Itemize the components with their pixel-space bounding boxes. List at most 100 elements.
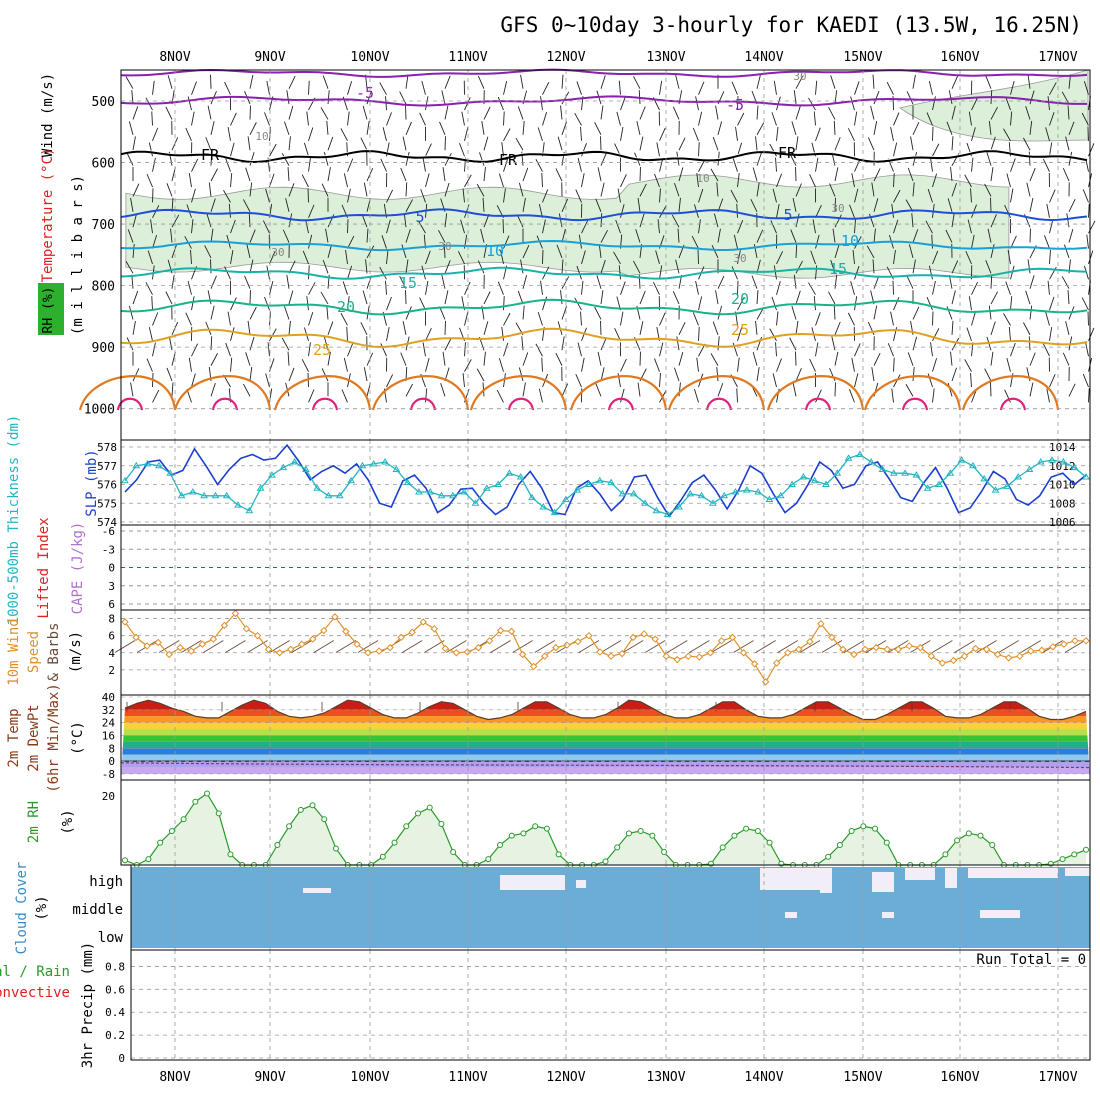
wind-barb (613, 251, 621, 265)
wind-barb (854, 158, 861, 172)
wind-barb (951, 260, 959, 274)
wind-speed-marker (750, 660, 759, 668)
wind-barb (560, 105, 563, 120)
rh-marker (520, 830, 527, 837)
wind-barb (854, 265, 860, 280)
rh-marker (532, 823, 539, 830)
wind-barb (210, 353, 218, 366)
wind-barb (737, 250, 741, 265)
wind-barb (990, 106, 998, 120)
wind-barb (698, 159, 706, 172)
rh-tick: 20 (102, 790, 115, 803)
y-label-cloud: Cloud Cover (14, 862, 30, 955)
wind-barb (464, 97, 471, 111)
y-label-lifted-index: Lifted Index (36, 517, 52, 618)
isotherm-30 (173, 375, 272, 411)
isotherm-25 (120, 327, 1088, 348)
wind-barb (990, 321, 996, 335)
wind-barb (834, 321, 841, 336)
wind-barb (932, 388, 935, 403)
wind-barb (480, 228, 485, 243)
wind-barb (1068, 383, 1076, 397)
y-label-thickness: 1000-500mb Thickness (dm) (6, 415, 22, 626)
wind-barb (152, 389, 160, 403)
wind-barb (737, 327, 743, 341)
wind-barb (1010, 265, 1015, 280)
wind-barb (522, 197, 526, 212)
wind-barb (1081, 297, 1089, 311)
thickness-marker (641, 499, 649, 506)
wind-barb (171, 214, 180, 228)
wind-speed-marker (507, 627, 516, 636)
thickness-marker (788, 480, 796, 487)
wind-tick: 2 (108, 664, 115, 677)
wind-speed-marker (430, 625, 438, 633)
wind-barb (809, 174, 816, 188)
wind-speed-marker (187, 647, 195, 655)
thickness-marker (912, 471, 921, 478)
wind-barb (951, 136, 954, 151)
wind-barb (1046, 203, 1050, 218)
isotherm-30 (863, 375, 962, 411)
wind-barb (581, 357, 585, 372)
wind-barb (970, 373, 972, 388)
wind-barb (1010, 111, 1013, 126)
wind-barb (990, 351, 994, 366)
wind-speed-marker (916, 643, 925, 652)
temp-color-band (121, 767, 1090, 774)
wind-speed-marker (552, 643, 560, 652)
wind-barb (326, 305, 329, 320)
thickness-line (124, 453, 1087, 516)
wind-barb-10m (1064, 640, 1086, 653)
wind-barb (483, 167, 486, 182)
wind-barb (600, 337, 607, 351)
wind-barb (347, 265, 353, 280)
wind-barb (305, 219, 309, 234)
isotherm-label: FR (499, 151, 518, 169)
y-label-precip: 3hr Precip (mm) (80, 942, 96, 1068)
wind-barb (132, 243, 135, 258)
wind-barb (1067, 105, 1070, 120)
wind-barb (773, 265, 777, 280)
wind-barb (386, 374, 394, 388)
wind-barb (171, 274, 175, 289)
wind-barb (732, 158, 738, 172)
wind-speed-marker (419, 618, 427, 626)
wind-barb (444, 337, 452, 351)
wind-barb (265, 373, 270, 388)
wind-barb (866, 245, 875, 259)
thickness-marker (889, 469, 898, 476)
wind-barb (598, 243, 602, 258)
wind-barb (308, 234, 313, 249)
day-label-top: 16NOV (940, 50, 979, 65)
wind-barb (1088, 143, 1095, 157)
wind-barb (145, 282, 153, 295)
wind-barb (1049, 142, 1053, 157)
isotherm-30 (371, 375, 470, 411)
wind-barb (515, 137, 524, 151)
wind-barb (893, 374, 901, 388)
wind-barb (869, 213, 875, 228)
wind-barb (815, 157, 819, 172)
wind-barb (1049, 82, 1057, 95)
wind-barb (988, 305, 992, 320)
wind-speed-marker (143, 642, 151, 650)
thickness-marker (731, 488, 740, 495)
wind-barb (633, 76, 641, 89)
wind-barb (789, 337, 797, 351)
lifted-index-tick: 0 (108, 562, 115, 575)
wind-barb (873, 198, 879, 212)
wind-barb (561, 276, 570, 289)
wind-tick: 8 (108, 613, 115, 626)
run-total: Run Total = 0 (976, 952, 1086, 968)
wind-barb (793, 90, 797, 105)
wind-barb (538, 388, 543, 403)
wind-barb (597, 351, 602, 366)
wind-barb (755, 320, 758, 335)
thickness-marker (946, 469, 955, 476)
wind-speed-marker (1082, 637, 1090, 645)
wind-barb (125, 76, 134, 89)
thickness-marker (878, 465, 887, 472)
wind-speed-marker (1071, 637, 1079, 645)
rh-line (124, 792, 1087, 866)
